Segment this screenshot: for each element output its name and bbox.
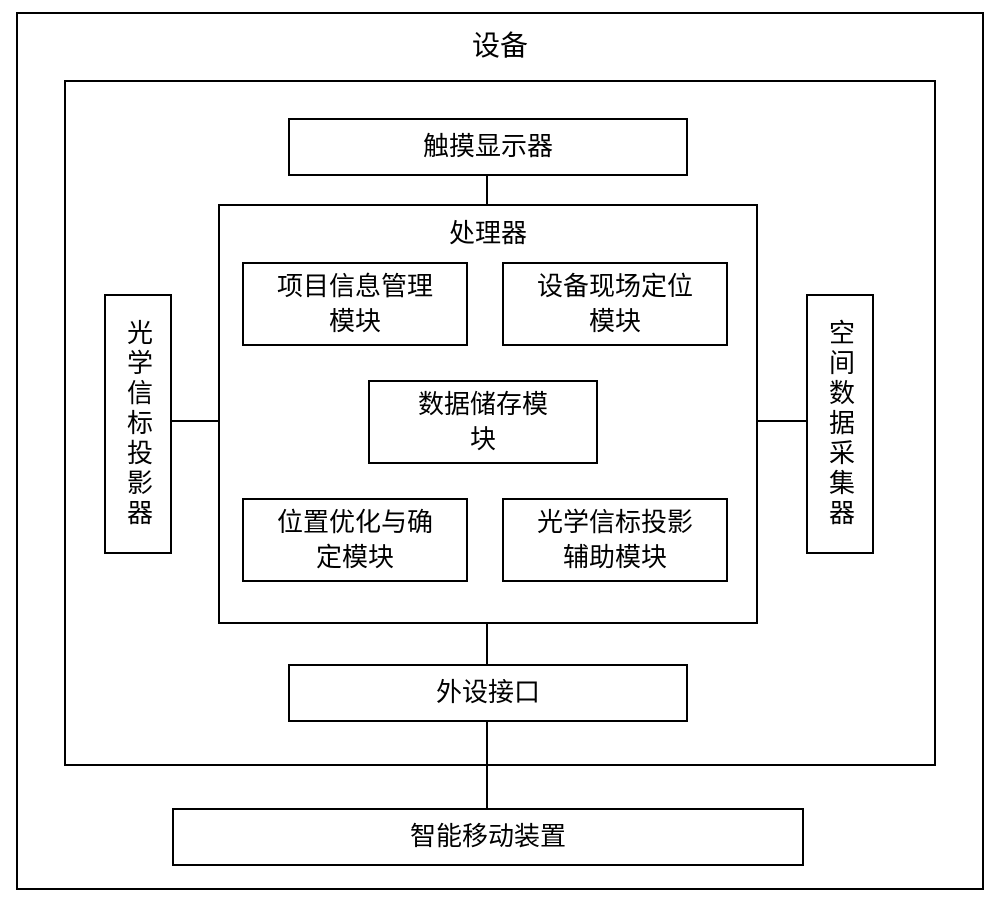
connector-line: [172, 420, 218, 422]
device-loc-label: 设备现场定位模块: [537, 269, 693, 339]
spatial-collector-label: 空间数据采集器: [822, 319, 857, 529]
touch-display-box: 触摸显示器: [288, 118, 688, 176]
smart-mobile-box: 智能移动装置: [172, 808, 804, 866]
beacon-aux-label: 光学信标投影辅助模块: [537, 505, 693, 575]
diagram-canvas: 设备 触摸显示器 处理器 项目信息管理模块 设备现场定位模块 数据储存模块 位置…: [0, 0, 1000, 902]
data-storage-box: 数据储存模块: [368, 380, 598, 464]
device-loc-box: 设备现场定位模块: [502, 262, 728, 346]
connector-line: [486, 624, 488, 664]
project-info-label: 项目信息管理模块: [277, 269, 433, 339]
device-title: 设备: [18, 28, 982, 66]
connector-line: [486, 722, 488, 766]
connector-line: [486, 176, 488, 204]
spatial-collector-box: 空间数据采集器: [806, 294, 874, 554]
optical-projector-box: 光学信标投影器: [104, 294, 172, 554]
peripheral-if-box: 外设接口: [288, 664, 688, 722]
pos-optimize-box: 位置优化与确定模块: [242, 498, 468, 582]
peripheral-if-label: 外设接口: [436, 675, 540, 710]
touch-display-label: 触摸显示器: [423, 129, 553, 164]
connector-line: [486, 766, 488, 808]
optical-projector-label: 光学信标投影器: [120, 319, 155, 529]
project-info-box: 项目信息管理模块: [242, 262, 468, 346]
smart-mobile-label: 智能移动装置: [410, 819, 566, 854]
beacon-aux-box: 光学信标投影辅助模块: [502, 498, 728, 582]
connector-line: [758, 420, 806, 422]
pos-optimize-label: 位置优化与确定模块: [277, 505, 433, 575]
processor-title: 处理器: [449, 216, 527, 251]
data-storage-label: 数据储存模块: [418, 387, 548, 457]
